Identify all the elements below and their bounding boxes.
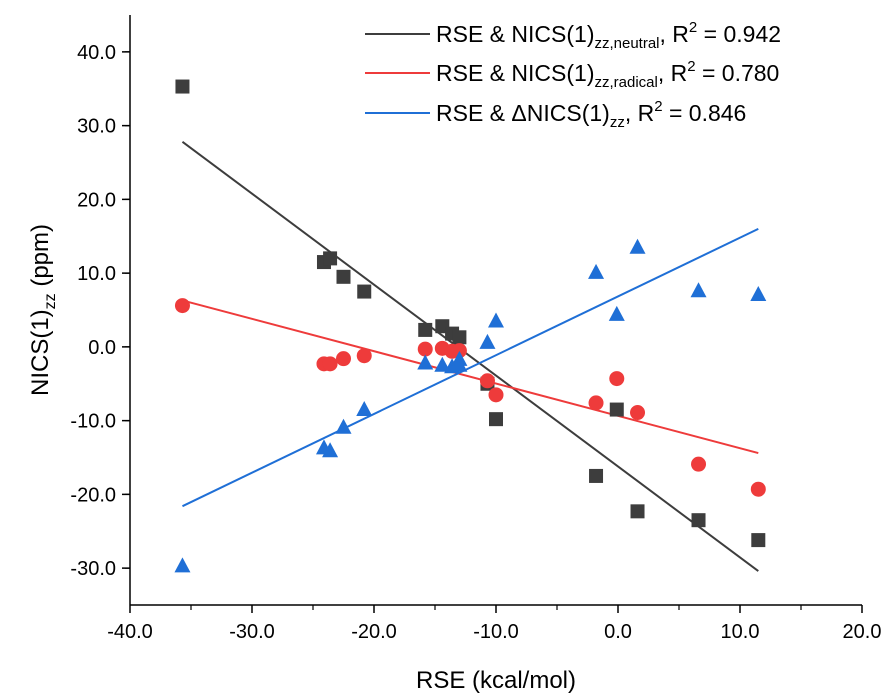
data-point-series-3 <box>750 285 767 301</box>
data-points <box>174 79 767 573</box>
data-point-series-1 <box>489 412 503 427</box>
legend-subscript: zz,neutral <box>594 35 659 52</box>
legend-label-series-3: RSE & ΔNICS(1)zz, R2 = 0.846 <box>436 98 746 131</box>
fit-line-series-3 <box>182 227 759 508</box>
y-axis-label-main: NICS(1) <box>27 309 54 396</box>
legend-text: RSE & ΔNICS(1) <box>436 100 610 126</box>
legend-label-series-2: RSE & NICS(1)zz,radical, R2 = 0.780 <box>436 58 779 91</box>
x-tick-label: -30.0 <box>229 621 275 643</box>
data-point-series-1 <box>418 322 433 337</box>
data-point-series-3 <box>451 356 468 372</box>
legend-text: = 0.780 <box>696 60 780 86</box>
data-point-series-3 <box>629 238 646 254</box>
data-point-series-2 <box>451 343 467 359</box>
y-tick-label: -20.0 <box>70 484 116 506</box>
data-point-series-2 <box>336 351 351 367</box>
x-tick-label: 20.0 <box>843 621 882 643</box>
legend-text: , R <box>660 21 689 47</box>
legend-superscript: 2 <box>687 58 695 75</box>
x-tick-label: 10.0 <box>721 621 760 643</box>
data-point-series-1 <box>323 251 338 266</box>
data-point-series-3 <box>479 333 496 349</box>
y-tick-label: -30.0 <box>70 558 116 580</box>
x-tick-label: -40.0 <box>107 621 153 643</box>
legend-text: , R <box>658 60 687 86</box>
axes: -40.0 -30.0 -20.0 -10.0 0.0 10.0 20.0-30.0-20.… <box>27 15 881 643</box>
data-point-series-2 <box>630 405 646 421</box>
data-point-series-2 <box>691 456 707 472</box>
x-axis-label: RSE (kcal/mol) <box>416 667 576 694</box>
y-axis-label: NICS(1)zz (ppm) <box>27 224 59 396</box>
data-point-series-1 <box>357 284 372 299</box>
y-tick-label: 30.0 <box>77 116 116 138</box>
data-point-series-3 <box>335 418 352 434</box>
legend-text: = 0.846 <box>663 100 747 126</box>
data-point-series-1 <box>609 402 624 417</box>
data-point-series-3 <box>356 401 373 416</box>
data-point-series-2 <box>488 387 504 403</box>
y-tick-label: -10.0 <box>70 411 116 433</box>
legend-text: , R <box>625 100 654 126</box>
x-tick-label: 0.0 <box>604 621 632 643</box>
data-point-series-2 <box>479 373 495 389</box>
data-point-series-1 <box>175 79 190 94</box>
data-point-series-3 <box>608 305 625 321</box>
x-tick-label: -10.0 <box>473 621 519 643</box>
data-point-series-2 <box>750 481 766 497</box>
data-point-series-2 <box>609 371 625 387</box>
legend-text: = 0.942 <box>697 21 781 47</box>
fit-lines <box>181 141 759 572</box>
y-axis-label-sub: zz <box>42 293 59 309</box>
legend-text: RSE & NICS(1) <box>436 21 594 47</box>
fit-line-series-1 <box>181 141 759 572</box>
fit-line-series-2 <box>182 299 759 455</box>
y-axis-label-unit: (ppm) <box>27 224 54 293</box>
legend-subscript: zz,radical <box>594 74 657 91</box>
data-point-series-2 <box>322 356 338 372</box>
data-point-series-2 <box>174 298 190 314</box>
y-tick-label: 10.0 <box>77 263 116 285</box>
data-point-series-2 <box>588 395 604 411</box>
y-tick-label: 40.0 <box>77 42 116 64</box>
x-tick-label: -20.0 <box>351 621 397 643</box>
legend-label-series-1: RSE & NICS(1)zz,neutral, R2 = 0.942 <box>436 19 781 52</box>
data-point-series-2 <box>417 341 433 357</box>
data-point-series-3 <box>690 282 707 298</box>
data-point-series-3 <box>174 557 191 573</box>
data-point-series-1 <box>589 468 604 483</box>
legend-subscript: zz <box>610 114 625 131</box>
legend-superscript: 2 <box>689 19 697 36</box>
data-point-series-3 <box>322 442 339 458</box>
data-point-series-1 <box>751 533 766 548</box>
data-point-series-3 <box>488 312 504 328</box>
data-point-series-1 <box>336 269 351 284</box>
data-point-series-3 <box>434 356 451 372</box>
data-point-series-3 <box>417 354 434 370</box>
legend-superscript: 2 <box>654 98 662 115</box>
data-point-series-2 <box>356 348 372 364</box>
data-point-series-1 <box>691 513 706 528</box>
y-tick-label: 20.0 <box>77 189 116 211</box>
data-point-series-1 <box>630 504 645 519</box>
legend-text: RSE & NICS(1) <box>436 60 594 86</box>
y-tick-label: 0.0 <box>88 337 116 359</box>
data-point-series-1 <box>452 330 467 345</box>
data-point-series-3 <box>588 263 605 279</box>
